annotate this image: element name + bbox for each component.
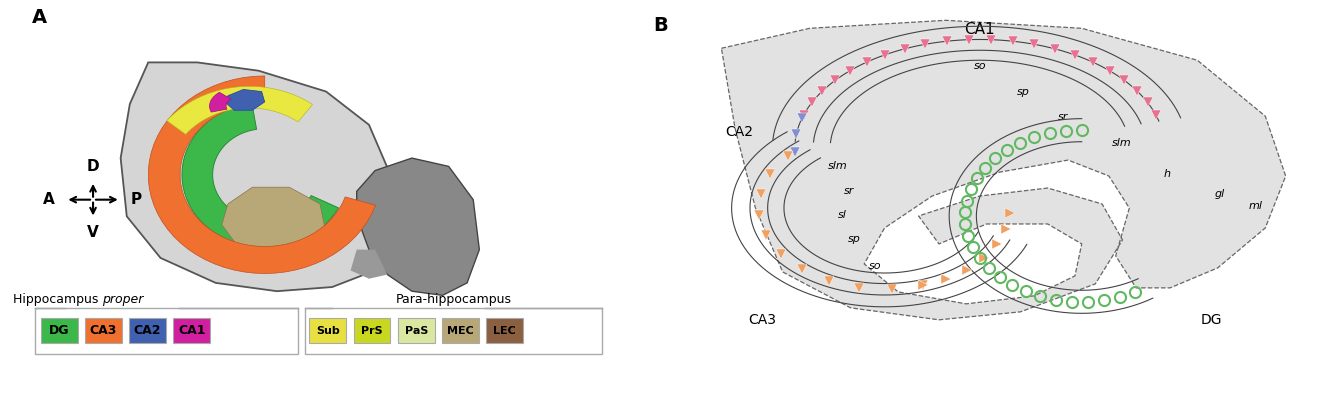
Polygon shape — [209, 92, 231, 112]
Text: sl: sl — [838, 210, 848, 220]
Text: PrS: PrS — [361, 326, 383, 336]
Polygon shape — [721, 20, 1285, 320]
FancyBboxPatch shape — [129, 318, 167, 343]
FancyBboxPatch shape — [487, 318, 523, 343]
Text: V: V — [87, 225, 99, 240]
Text: so: so — [973, 61, 986, 71]
Text: gl: gl — [1214, 189, 1225, 199]
Text: slm: slm — [828, 161, 848, 171]
Text: sr: sr — [844, 186, 854, 196]
Polygon shape — [225, 89, 265, 110]
Text: B: B — [653, 16, 668, 35]
Text: ml: ml — [1248, 201, 1262, 211]
Text: CA1: CA1 — [965, 22, 994, 37]
Text: P: P — [131, 192, 143, 207]
Text: CA3: CA3 — [89, 324, 117, 337]
Text: proper: proper — [103, 293, 144, 306]
Text: Para-hippocampus: Para-hippocampus — [396, 293, 512, 306]
Text: CA2: CA2 — [725, 125, 753, 139]
Text: Hippocampus: Hippocampus — [13, 293, 103, 306]
Text: LEC: LEC — [493, 326, 516, 336]
Text: D: D — [87, 159, 100, 174]
Polygon shape — [183, 103, 339, 248]
Text: DG: DG — [49, 324, 69, 337]
FancyBboxPatch shape — [397, 318, 435, 343]
Polygon shape — [357, 158, 480, 295]
Polygon shape — [148, 76, 376, 274]
Text: slm: slm — [1112, 138, 1132, 148]
Text: CA2: CA2 — [133, 324, 161, 337]
FancyBboxPatch shape — [309, 318, 347, 343]
Text: A: A — [32, 8, 47, 27]
FancyBboxPatch shape — [353, 318, 391, 343]
Text: CA3: CA3 — [748, 313, 776, 327]
Text: CA1: CA1 — [179, 324, 205, 337]
Bar — [304, 308, 603, 354]
Text: PaS: PaS — [404, 326, 428, 336]
FancyBboxPatch shape — [85, 318, 121, 343]
Text: sp: sp — [1017, 87, 1030, 97]
Bar — [35, 308, 299, 354]
Text: so: so — [869, 261, 881, 271]
FancyBboxPatch shape — [443, 318, 479, 343]
FancyBboxPatch shape — [41, 318, 77, 343]
Text: A: A — [43, 192, 55, 207]
Polygon shape — [221, 187, 327, 262]
FancyBboxPatch shape — [173, 318, 211, 343]
Text: DG: DG — [1200, 313, 1221, 327]
Polygon shape — [167, 87, 312, 134]
Text: h: h — [1164, 169, 1170, 179]
Text: sp: sp — [848, 234, 861, 244]
Polygon shape — [120, 62, 393, 291]
Text: MEC: MEC — [447, 326, 473, 336]
Text: sr: sr — [1058, 112, 1068, 122]
Polygon shape — [351, 250, 388, 279]
Text: Sub: Sub — [316, 326, 340, 336]
